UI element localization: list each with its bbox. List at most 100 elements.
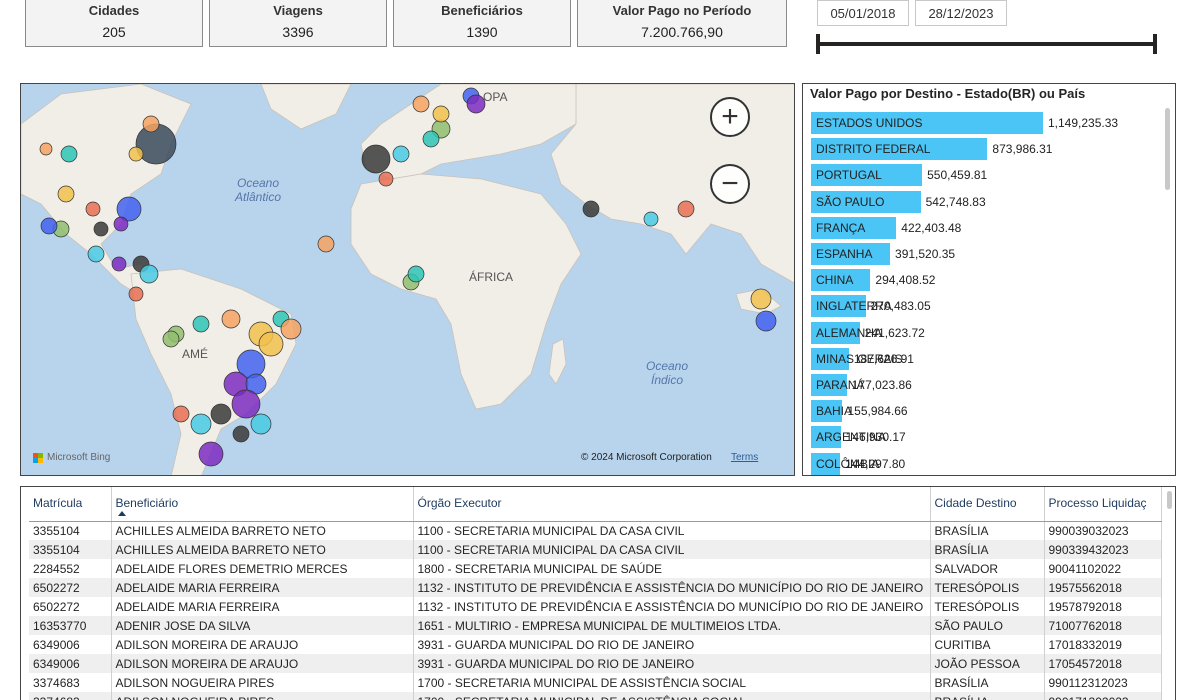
- map-bubble[interactable]: [40, 217, 58, 235]
- bar[interactable]: [811, 321, 860, 344]
- map-bubble[interactable]: [361, 144, 391, 174]
- map-bubble[interactable]: [60, 145, 78, 163]
- bar-row[interactable]: ARGENTINA 146,930.17: [811, 426, 1161, 449]
- table-row[interactable]: 3355104 ACHILLES ALMEIDA BARRETO NETO 1100…: [29, 521, 1162, 540]
- map-bubble[interactable]: [750, 288, 772, 310]
- bar[interactable]: [811, 295, 866, 318]
- bar-value-label: 422,403.48: [901, 220, 962, 235]
- zoom-out-button[interactable]: −: [710, 164, 750, 204]
- chart-scrollbar[interactable]: [1165, 108, 1170, 190]
- map-bubble[interactable]: [280, 318, 302, 340]
- map-bubble[interactable]: [39, 142, 53, 156]
- map-bubble[interactable]: [643, 211, 659, 227]
- bar-row[interactable]: INGLATERRA 270,483.05: [811, 295, 1161, 318]
- bar[interactable]: [811, 190, 921, 213]
- date-slider-start-handle[interactable]: [816, 34, 820, 54]
- table-row[interactable]: 6502272 ADELAIDE MARIA FERREIRA 1132 - INS…: [29, 597, 1162, 616]
- bar[interactable]: [811, 112, 1043, 134]
- bar-row[interactable]: ALEMANHA 241,623.72: [811, 321, 1161, 344]
- map-bubble[interactable]: [422, 130, 440, 148]
- map-bubble[interactable]: [466, 94, 486, 114]
- map-bubble[interactable]: [93, 221, 109, 237]
- map-bubble[interactable]: [317, 235, 335, 253]
- bar[interactable]: [811, 347, 849, 370]
- date-slider-end-handle[interactable]: [1153, 34, 1157, 54]
- column-header-orgao-executor[interactable]: Órgão Executor: [413, 487, 931, 522]
- map-bubble[interactable]: [190, 413, 212, 435]
- table-row[interactable]: 2284552 ADELAIDE FLORES DEMETRIO MERCES 18…: [29, 559, 1162, 578]
- bar[interactable]: [811, 216, 897, 239]
- bar-row[interactable]: CHINA 294,408.52: [811, 269, 1161, 292]
- map-bubble[interactable]: [116, 196, 142, 222]
- map-terms-link[interactable]: Terms: [731, 452, 759, 463]
- map-bubble[interactable]: [582, 200, 600, 218]
- bar-row[interactable]: MINAS GERAIS 187,626.91: [811, 347, 1161, 370]
- bar[interactable]: [811, 400, 843, 423]
- map-bubble[interactable]: [250, 413, 272, 435]
- bar-row[interactable]: DISTRITO FEDERAL 873,986.31: [811, 138, 1161, 161]
- map-bubble[interactable]: [198, 441, 224, 467]
- map-bubble[interactable]: [57, 185, 75, 203]
- bar-row[interactable]: ESPANHA 391,520.35: [811, 243, 1161, 265]
- bar-category-label: INGLATERRA: [816, 299, 892, 314]
- column-header-beneficiario[interactable]: Beneficiário: [111, 487, 414, 522]
- table-row[interactable]: 6349006 ADILSON MOREIRA DE ARAUJO 3931 - G…: [29, 654, 1162, 673]
- map-bubble[interactable]: [139, 264, 159, 284]
- bar[interactable]: [811, 269, 871, 292]
- zoom-in-button[interactable]: +: [710, 97, 750, 137]
- bar-row[interactable]: FRANÇA 422,403.48: [811, 216, 1161, 239]
- bar[interactable]: [811, 374, 847, 396]
- table-row[interactable]: 6349006 ADILSON MOREIRA DE ARAUJO 3931 - G…: [29, 635, 1162, 654]
- map-bubble[interactable]: [210, 403, 232, 425]
- table-cell: 71007762018: [1044, 616, 1162, 635]
- map-bubble[interactable]: [192, 315, 210, 333]
- bar[interactable]: [811, 138, 988, 161]
- bar-row[interactable]: PORTUGAL 550,459.81: [811, 164, 1161, 187]
- table-row[interactable]: 16353770 ADENIR JOSE DA SILVA 1651 - MULTI…: [29, 616, 1162, 635]
- map-bubble[interactable]: [87, 245, 105, 263]
- map-bubble[interactable]: [432, 105, 450, 123]
- map-bubble[interactable]: [231, 389, 261, 419]
- map-bubble[interactable]: [128, 146, 144, 162]
- bar[interactable]: [811, 452, 841, 475]
- column-header-cidade-destino[interactable]: Cidade Destino: [930, 487, 1045, 522]
- map-bubble[interactable]: [412, 95, 430, 113]
- date-start-input[interactable]: 05/01/2018: [817, 0, 909, 26]
- valor-por-destino-chart: Valor Pago por Destino - Estado(BR) ou P…: [802, 83, 1176, 476]
- map-bubble[interactable]: [677, 200, 695, 218]
- map-bubble[interactable]: [258, 331, 284, 357]
- map-bubble[interactable]: [221, 309, 241, 329]
- map-bubble[interactable]: [232, 425, 250, 443]
- table-row[interactable]: 3355104 ACHILLES ALMEIDA BARRETO NETO 1100…: [29, 540, 1162, 559]
- map-bubble[interactable]: [85, 201, 101, 217]
- map-bubble[interactable]: [128, 286, 144, 302]
- table-scrollbar[interactable]: [1167, 491, 1172, 509]
- map-bubble[interactable]: [172, 405, 190, 423]
- bar-row[interactable]: ESTADOS UNIDOS 1,149,235.33: [811, 112, 1161, 134]
- bar-category-label: BAHIA: [816, 404, 853, 419]
- bar[interactable]: [811, 164, 923, 187]
- date-range-slider[interactable]: [818, 42, 1156, 46]
- table-row[interactable]: 6502272 ADELAIDE MARIA FERREIRA 1132 - INS…: [29, 578, 1162, 597]
- bar[interactable]: [811, 426, 841, 449]
- date-end-input[interactable]: 28/12/2023: [915, 0, 1007, 26]
- map-bubble[interactable]: [113, 216, 129, 232]
- bar[interactable]: [811, 243, 891, 265]
- map-label-ocean-indian: Oceano Índico: [646, 359, 689, 387]
- bar-row[interactable]: PARANÁ 177,023.86: [811, 374, 1161, 396]
- map-bubble[interactable]: [392, 145, 410, 163]
- bar-row[interactable]: SÃO PAULO 542,748.83: [811, 190, 1161, 213]
- map-bubble[interactable]: [407, 265, 425, 283]
- bar-row[interactable]: COLÔMBIA 144,297.80: [811, 452, 1161, 475]
- destination-map[interactable]: Oceano Atlântico Oceano Índico ÁFRICA OP…: [20, 83, 795, 476]
- map-bubble[interactable]: [162, 330, 180, 348]
- map-bubble[interactable]: [142, 115, 160, 133]
- map-bubble[interactable]: [378, 171, 394, 187]
- map-bubble[interactable]: [111, 256, 127, 272]
- map-bubble[interactable]: [755, 310, 777, 332]
- column-header-processo-liquidacao[interactable]: Processo Liquidaç: [1044, 487, 1162, 522]
- bar-row[interactable]: BAHIA 155,984.66: [811, 400, 1161, 423]
- column-header-matricula[interactable]: Matrícula: [29, 487, 112, 522]
